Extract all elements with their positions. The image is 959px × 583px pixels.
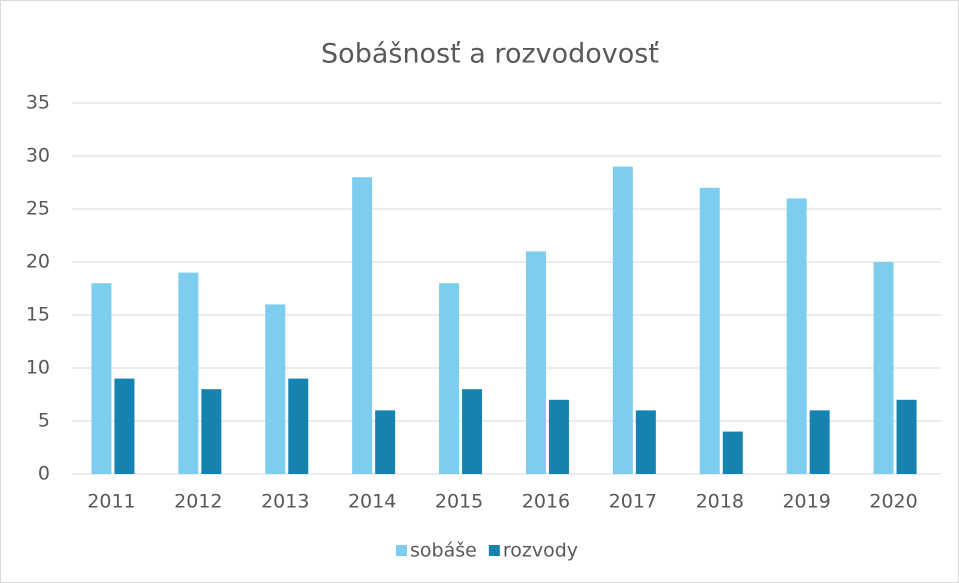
legend-swatch	[488, 545, 500, 556]
bar	[91, 283, 112, 474]
bar	[896, 399, 917, 474]
x-tick-label: 2011	[87, 491, 135, 513]
bar	[201, 389, 222, 474]
legend-label: rozvody	[503, 540, 578, 562]
bar	[548, 399, 569, 474]
x-tick-label: 2019	[782, 491, 830, 513]
y-tick-label: 30	[26, 145, 50, 167]
y-tick-label: 25	[26, 198, 50, 220]
legend-swatch	[396, 545, 407, 556]
bar	[265, 304, 286, 474]
bar	[635, 410, 656, 474]
y-tick-label: 35	[26, 92, 50, 114]
y-tick-label: 5	[38, 410, 50, 432]
x-tick-label: 2018	[696, 491, 744, 513]
y-tick-label: 10	[26, 357, 50, 379]
bar	[375, 410, 396, 474]
bar	[439, 283, 460, 474]
chart-title: Sobášnosť a rozvodovosť	[321, 39, 659, 70]
y-tick-label: 15	[26, 304, 50, 326]
x-tick-label: 2017	[609, 491, 657, 513]
y-tick-label: 0	[38, 463, 50, 485]
bar	[178, 272, 199, 474]
x-tick-label: 2012	[174, 491, 222, 513]
bar	[525, 251, 546, 474]
bar	[612, 166, 633, 474]
x-tick-label: 2013	[261, 491, 309, 513]
bar	[873, 262, 894, 474]
bar	[114, 378, 135, 474]
bar	[288, 378, 309, 474]
x-tick-label: 2016	[522, 491, 570, 513]
x-tick-label: 2015	[435, 491, 483, 513]
bar	[786, 198, 807, 474]
legend-label: sobáše	[410, 540, 477, 562]
bar	[699, 187, 720, 475]
bar	[462, 389, 483, 474]
bar	[809, 410, 830, 474]
bar	[352, 177, 373, 474]
y-tick-label: 20	[26, 251, 50, 273]
x-tick-label: 2014	[348, 491, 396, 513]
bar	[722, 431, 743, 474]
x-tick-label: 2020	[869, 491, 917, 513]
